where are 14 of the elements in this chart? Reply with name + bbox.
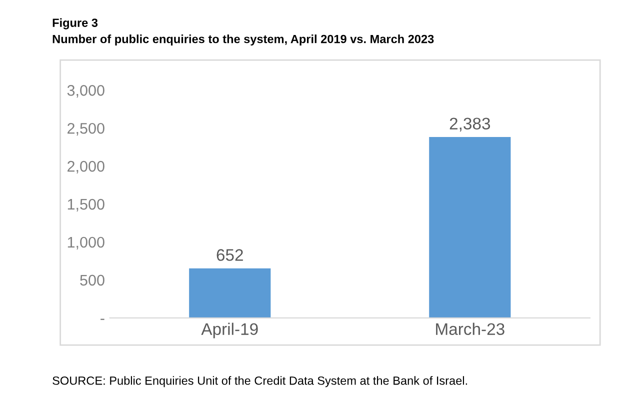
y-tick-label: - — [100, 318, 104, 320]
chart-subtitle: Number of public enquiries to the system, April 2019 vs. March 2023 — [52, 34, 434, 46]
y-tick-label: 500 — [80, 274, 104, 286]
x-tick-label: March-23 — [436, 322, 504, 335]
y-tick-label: 3,000 — [67, 85, 104, 98]
data-label: 652 — [216, 249, 243, 261]
data-label: 2,383 — [450, 118, 490, 132]
x-tick-label: April-19 — [201, 322, 258, 338]
y-tick-label: 1,500 — [68, 198, 104, 212]
y-tick-label: 2,000 — [68, 160, 104, 174]
chart-title: Figure 3 — [52, 18, 98, 30]
y-tick-label: 2,500 — [68, 122, 104, 136]
y-tick-label: 1,000 — [68, 236, 104, 250]
source-note: SOURCE: Public Enquiries Unit of the Credit Data System at the Bank of Israel. — [52, 376, 467, 388]
